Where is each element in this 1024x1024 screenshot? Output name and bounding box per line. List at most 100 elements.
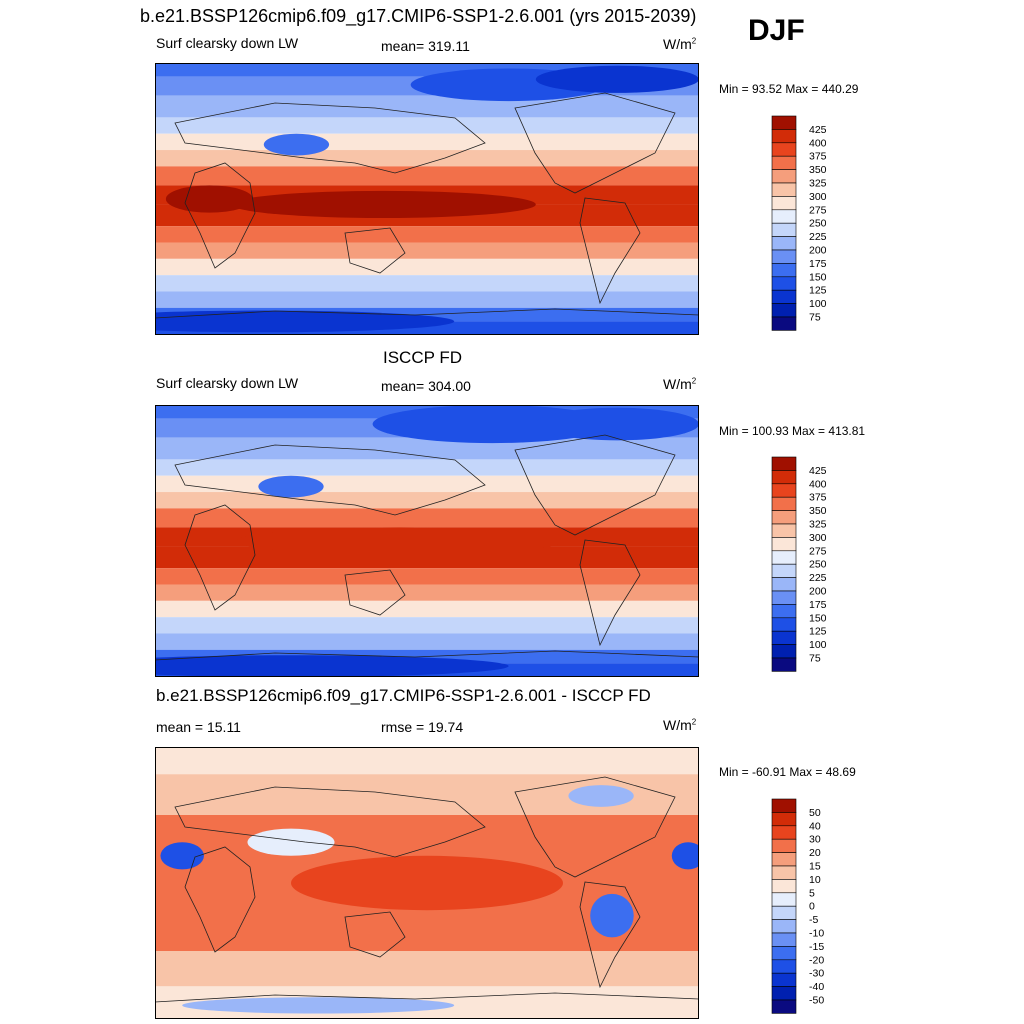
field-blob (155, 655, 509, 677)
colorbar-box (771, 590, 797, 605)
colorbar-box (771, 604, 797, 619)
colorbar-tick-label: 375 (809, 151, 827, 163)
field-blob (247, 828, 335, 856)
colorbar-box (771, 129, 797, 144)
colorbar-box (771, 470, 797, 485)
colorbar-tick-label: 250 (809, 559, 827, 571)
map-frame (155, 747, 699, 1019)
colorbar-box (771, 852, 797, 867)
field-band (155, 546, 699, 569)
colorbar-tick-label: -50 (809, 995, 824, 1007)
coastline (579, 197, 641, 305)
field-blob (165, 185, 253, 213)
colorbar-tick-label: -5 (809, 914, 818, 926)
coastline (155, 650, 699, 661)
colorbar-box (771, 155, 797, 170)
panel2-minmax: Min = 100.93 Max = 413.81 (719, 424, 866, 438)
colorbar-box (771, 959, 797, 974)
colorbar-box (771, 657, 797, 672)
colorbar-box (771, 142, 797, 157)
colorbar-tick-label: -20 (809, 954, 824, 966)
colorbar-tick-label: 30 (809, 834, 821, 846)
field-blob (231, 190, 536, 219)
coastline (344, 227, 406, 274)
coastline (174, 444, 486, 516)
colorbar-tick-label: 400 (809, 137, 827, 149)
colorbar-tick-label: 350 (809, 505, 827, 517)
colorbar-tick-label: 325 (809, 519, 827, 531)
colorbar-box (771, 289, 797, 304)
coastline (155, 992, 699, 1003)
colorbar-box (771, 169, 797, 184)
panel1-units: W/m2 (663, 36, 697, 52)
panel3-heading: b.e21.BSSP126cmip6.f09_g17.CMIP6-SSP1-2.… (156, 686, 651, 705)
field-blob (535, 65, 699, 93)
colorbar-box (771, 563, 797, 578)
colorbar-tick-label: 150 (809, 612, 827, 624)
panel2-variable-label: Surf clearsky down LW (156, 375, 299, 391)
panel1-variable-label: Surf clearsky down LW (156, 35, 299, 51)
field-band (155, 150, 699, 167)
colorbar-tick-label: 350 (809, 164, 827, 176)
field-band (155, 617, 699, 634)
colorbar-tick-label: 50 (809, 807, 821, 819)
field-band (155, 258, 699, 276)
panel3-mean-label: mean = 15.11 (156, 719, 241, 735)
colorbar-tick-label: 0 (809, 901, 815, 913)
colorbar-tick-label: 225 (809, 231, 827, 243)
coastline (174, 102, 486, 174)
field-blob (590, 893, 634, 938)
field-band (155, 95, 699, 118)
coastline (579, 539, 641, 647)
colorbar-tick-label: 20 (809, 847, 821, 859)
colorbar-tick-label: 300 (809, 532, 827, 544)
colorbar-box (771, 577, 797, 592)
colorbar-box (771, 496, 797, 511)
season-label: DJF (748, 14, 805, 47)
panel1-map (155, 63, 699, 335)
field-band (155, 584, 699, 601)
colorbar-box (771, 825, 797, 840)
field-blob (182, 997, 455, 1014)
coastline (155, 308, 699, 319)
colorbar-box (771, 812, 797, 827)
field-blob (291, 855, 563, 911)
coastline (514, 434, 676, 536)
colorbar-tick-label: 175 (809, 599, 827, 611)
colorbar-tick-label: 300 (809, 191, 827, 203)
coastline (579, 881, 641, 989)
panel2-heading: ISCCP FD (383, 348, 463, 367)
field-blob (535, 407, 699, 441)
colorbar-tick-label: -40 (809, 981, 824, 993)
coastline (184, 846, 256, 953)
colorbar-tick-label: 275 (809, 545, 827, 557)
field-band (155, 275, 699, 292)
colorbar-box (771, 510, 797, 525)
colorbar-tick-label: 200 (809, 586, 827, 598)
colorbar-box (771, 617, 797, 632)
colorbar-box (771, 209, 797, 224)
colorbar-tick-label: 325 (809, 178, 827, 190)
colorbar-tick-label: 10 (809, 874, 821, 886)
panel3-rmse-label: rmse = 19.74 (381, 719, 464, 735)
map-frame (155, 63, 699, 335)
colorbar-box (771, 196, 797, 211)
field-band (155, 226, 699, 243)
panel1-minmax: Min = 93.52 Max = 440.29 (719, 82, 859, 96)
colorbar-box (771, 879, 797, 894)
panel3-units: W/m2 (663, 717, 697, 733)
field-band (155, 437, 699, 460)
field-band (155, 600, 699, 618)
colorbar-tick-label: 275 (809, 204, 827, 216)
panel1-mean-label: mean= 319.11 (381, 38, 470, 54)
colorbar-box (771, 972, 797, 987)
panel2-mean-label: mean= 304.00 (381, 378, 471, 394)
colorbar-box (771, 932, 797, 947)
colorbar-tick-label: 100 (809, 298, 827, 310)
colorbar-box (771, 798, 797, 813)
field-blob (155, 310, 455, 333)
field-band (155, 568, 699, 585)
colorbar-box (771, 644, 797, 659)
coastline (344, 569, 406, 616)
